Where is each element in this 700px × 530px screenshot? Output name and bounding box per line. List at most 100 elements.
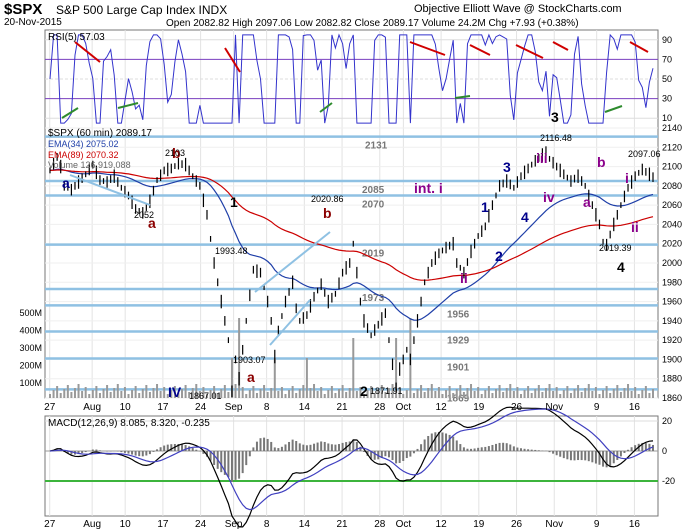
x-tick-label: 26 <box>511 402 523 413</box>
macd-histogram-bar <box>202 451 205 454</box>
volume-bar <box>338 389 341 398</box>
macd-histogram-bar <box>81 451 84 454</box>
macd-histogram-bar <box>209 451 212 461</box>
macd-histogram-bar <box>498 442 501 451</box>
volume-bar <box>480 394 483 398</box>
x-tick-label: 14 <box>299 519 311 530</box>
macd-histogram-bar <box>362 451 365 452</box>
volume-bar <box>459 385 462 398</box>
volume-bar <box>202 387 205 398</box>
volume-bar <box>305 358 308 398</box>
volume-bar <box>452 393 455 398</box>
price-tick-label: 2020 <box>662 239 682 249</box>
x-tick-label: 10 <box>120 519 132 530</box>
x-tick-label: 24 <box>195 519 207 530</box>
volume-bar <box>205 394 208 398</box>
macd-histogram-bar <box>259 438 262 451</box>
volume-bar <box>455 389 458 398</box>
volume-bar <box>591 391 594 398</box>
volume-bar <box>530 393 533 398</box>
price-tick-label: 1960 <box>662 297 682 307</box>
volume-bar <box>355 391 358 398</box>
macd-histogram-bar <box>188 446 191 451</box>
volume-bar <box>648 393 651 398</box>
price-tick-label: 1980 <box>662 277 682 287</box>
macd-histogram-bar <box>477 447 480 451</box>
macd-histogram-bar <box>630 447 633 451</box>
volume-bar <box>577 385 580 398</box>
volume-bar <box>98 393 101 398</box>
macd-histogram-bar <box>134 451 137 456</box>
volume-bar <box>505 388 508 398</box>
elliott-wave-label: b <box>597 154 606 170</box>
volume-bar <box>259 389 262 398</box>
x-tick-label: 14 <box>299 402 311 413</box>
macd-histogram-bar <box>95 449 98 451</box>
volume-tick-label: 500M <box>19 308 42 318</box>
volume-bar <box>427 388 430 398</box>
macd-histogram-bar <box>548 451 551 453</box>
volume-bar <box>123 387 126 398</box>
macd-histogram-bar <box>91 449 94 451</box>
volume-bar <box>223 385 226 398</box>
macd-histogram-bar <box>644 443 647 451</box>
macd-histogram-bar <box>184 445 187 451</box>
volume-bar <box>598 394 601 398</box>
macd-signal-line <box>49 408 654 511</box>
macd-histogram-bar <box>227 451 230 478</box>
price-tick-label: 1940 <box>662 316 682 326</box>
x-tick-label: 27 <box>44 402 56 413</box>
macd-histogram-bar <box>569 451 572 461</box>
macd-histogram-bar <box>330 444 333 451</box>
elliott-wave-label: IV <box>168 384 182 400</box>
volume-bar <box>152 388 155 398</box>
volume-bar <box>616 385 619 398</box>
macd-histogram-bar <box>370 451 373 459</box>
macd-histogram-bar <box>580 451 583 461</box>
volume-bar <box>634 387 637 398</box>
elliott-wave-label: b <box>172 145 181 161</box>
volume-bar <box>420 385 423 398</box>
macd-histogram-bar <box>338 444 341 451</box>
volume-tick-label: 200M <box>19 361 42 371</box>
volume-bar <box>573 389 576 398</box>
support-level-label: 1973 <box>362 293 385 304</box>
volume-bar <box>434 391 437 398</box>
macd-histogram-bar <box>213 451 216 465</box>
price-tick-label: 2140 <box>662 123 682 133</box>
x-tick-label: 26 <box>511 519 523 530</box>
macd-histogram-bar <box>273 447 276 451</box>
volume-bar <box>109 392 112 398</box>
volume-bar <box>241 387 244 398</box>
volume-bar <box>156 384 159 398</box>
volume-bar <box>537 385 540 398</box>
volume-bar <box>630 391 633 398</box>
rsi-bearish-divergence <box>224 47 241 73</box>
volume-bar <box>234 384 237 398</box>
volume-bar <box>437 387 440 398</box>
volume-bar <box>587 384 590 398</box>
macd-histogram-bar <box>148 451 151 455</box>
macd-histogram-bar <box>562 451 565 459</box>
support-level-label: 1929 <box>447 335 470 346</box>
volume-bar <box>273 358 276 398</box>
volume-bar <box>227 392 230 398</box>
elliott-wave-label: 3 <box>503 159 511 175</box>
elliott-wave-label: int. i <box>414 180 443 196</box>
volume-bar <box>91 390 94 398</box>
macd-histogram-bar <box>288 441 291 451</box>
volume-bar <box>512 391 515 398</box>
rsi-tick-label: 30 <box>662 94 672 104</box>
macd-histogram-bar <box>648 443 651 451</box>
macd-histogram-bar <box>352 439 355 451</box>
price-point-label: 2019.39 <box>599 243 632 253</box>
volume-bar <box>402 394 405 398</box>
volume-bar <box>495 389 498 398</box>
macd-histogram-bar <box>527 449 530 451</box>
ema34-line <box>49 168 654 321</box>
rsi-bearish-divergence <box>552 41 569 51</box>
macd-histogram-bar <box>166 444 169 451</box>
macd-histogram-bar <box>423 439 426 451</box>
volume-bar <box>177 393 180 398</box>
volume-bar <box>280 387 283 398</box>
